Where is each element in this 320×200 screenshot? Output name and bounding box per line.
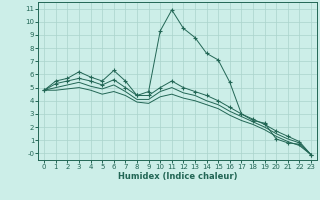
X-axis label: Humidex (Indice chaleur): Humidex (Indice chaleur) [118, 172, 237, 181]
